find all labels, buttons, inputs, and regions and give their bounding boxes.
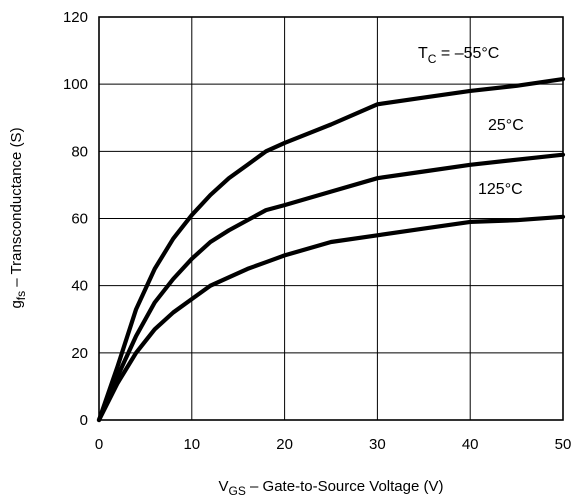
series-group — [96, 76, 566, 423]
series-line-minus55c — [96, 76, 566, 423]
x-tick-label: 40 — [462, 436, 479, 453]
x-tick-label: 20 — [276, 436, 293, 453]
annotation-minus55c: TC = –55°C — [418, 45, 499, 66]
annotation-125c: 125°C — [478, 181, 523, 198]
y-tick-label: 60 — [71, 211, 88, 228]
y-tick-label: 80 — [71, 143, 88, 160]
y-tick-label: 40 — [71, 278, 88, 295]
y-tick-label: 100 — [63, 76, 88, 93]
x-tick-label: 30 — [369, 436, 386, 453]
annotation-25c: 25°C — [488, 117, 524, 134]
plot-frame — [98, 16, 564, 421]
y-tick-label: 120 — [63, 9, 88, 26]
series-line-25c — [96, 152, 566, 423]
y-tick-label: 20 — [71, 345, 88, 362]
x-tick-label: 0 — [95, 436, 103, 453]
x-tick-label: 10 — [183, 436, 200, 453]
y-axis-label: gfs – Transconductance (S) — [8, 127, 28, 308]
y-tick-label: 0 — [80, 412, 88, 429]
x-axis-label: VGS – Gate-to-Source Voltage (V) — [219, 478, 444, 498]
x-tick-label: 50 — [555, 436, 572, 453]
series-line-125c — [96, 214, 566, 423]
grid — [99, 17, 563, 420]
tick-labels: 0 10 20 30 40 50 0 20 40 60 80 100 120 — [63, 9, 571, 453]
